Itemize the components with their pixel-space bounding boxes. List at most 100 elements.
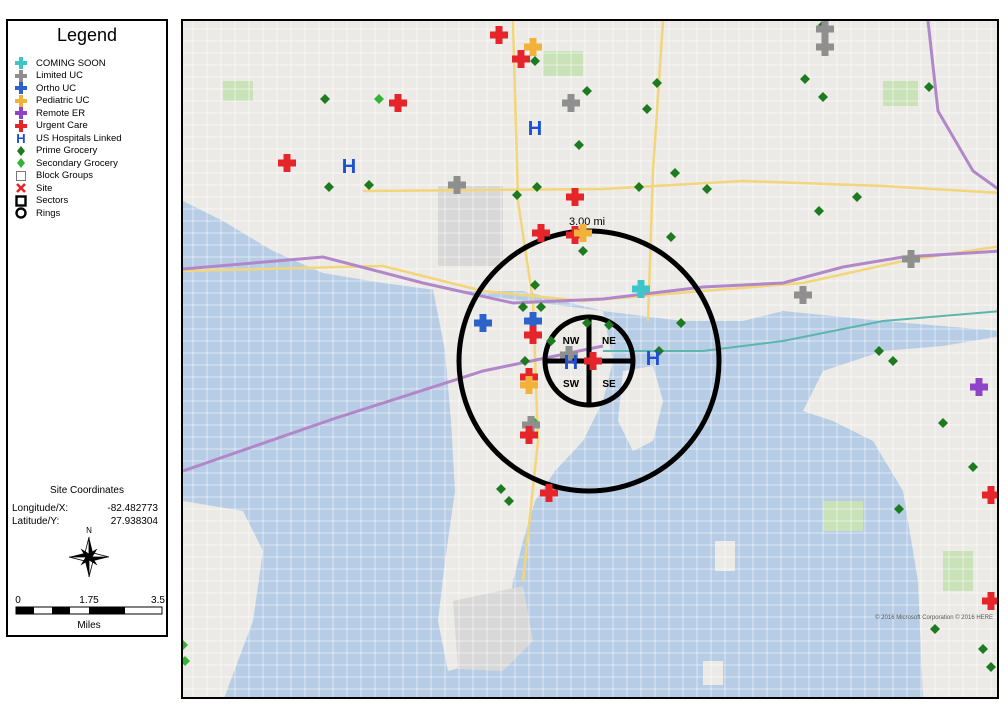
secondary-grocery-marker[interactable] (183, 656, 190, 666)
hospital-marker[interactable]: H (564, 352, 578, 374)
longitude-label: Longitude/X: (12, 503, 69, 514)
prime-grocery-marker[interactable] (532, 182, 542, 192)
prime-grocery-marker[interactable] (924, 82, 934, 92)
cross-icon (14, 94, 28, 107)
prime-grocery-marker[interactable] (894, 504, 904, 514)
map-markers: H H H H (183, 21, 999, 672)
limited-uc-marker[interactable] (562, 94, 580, 112)
prime-grocery-marker[interactable] (578, 246, 588, 256)
hospital-marker[interactable]: H (342, 156, 356, 178)
prime-grocery-marker[interactable] (530, 56, 540, 66)
prime-grocery-marker[interactable] (582, 86, 592, 96)
prime-grocery-marker[interactable] (324, 182, 334, 192)
prime-grocery-marker[interactable] (634, 182, 644, 192)
secondary-grocery-marker[interactable] (183, 640, 188, 650)
map-canvas[interactable]: 3.00 mi NW NE SW SE © 2016 Microsoft Cor… (183, 21, 999, 699)
urgent-care-marker[interactable] (982, 592, 999, 610)
prime-grocery-marker[interactable] (986, 662, 996, 672)
legend-item-label: Site (36, 182, 53, 194)
remote-er-marker[interactable] (970, 378, 988, 396)
coming-soon-marker[interactable] (632, 280, 650, 298)
prime-grocery-marker[interactable] (930, 624, 940, 634)
longitude-row: Longitude/X: -82.482773 (12, 503, 158, 516)
latitude-row: Latitude/Y: 27.938304 (12, 516, 158, 529)
prime-grocery-marker[interactable] (642, 104, 652, 114)
prime-grocery-marker[interactable] (968, 462, 978, 472)
prime-grocery-marker[interactable] (496, 484, 506, 494)
prime-grocery-marker[interactable] (504, 496, 514, 506)
legend-item-label: Sectors (36, 195, 69, 206)
sector-label-nw: NW (563, 336, 580, 347)
prime-grocery-marker[interactable] (818, 92, 828, 102)
legend-item-label: Ortho UC (36, 82, 77, 94)
limited-uc-marker[interactable] (794, 286, 812, 304)
scale-bar: 0 1.75 3.5 Miles (15, 595, 165, 631)
prime-grocery-marker[interactable] (800, 74, 810, 84)
prime-grocery-marker[interactable] (874, 346, 884, 356)
airport-area (438, 186, 503, 266)
pediatric-uc-marker[interactable] (524, 38, 542, 56)
limited-uc-marker[interactable] (816, 38, 834, 56)
legend-item-label: US Hospitals Linked (36, 132, 122, 144)
legend-item-sectors: Sectors (14, 194, 69, 207)
prime-grocery-marker[interactable] (702, 184, 712, 194)
urgent-care-marker[interactable] (540, 484, 558, 502)
compass-north-label: N (86, 526, 92, 535)
urgent-care-marker[interactable] (278, 154, 296, 172)
limited-uc-marker[interactable] (816, 21, 834, 38)
prime-grocery-marker[interactable] (978, 644, 988, 654)
prime-grocery-marker[interactable] (574, 140, 584, 150)
square-thick-icon (14, 194, 28, 207)
prime-grocery-marker[interactable] (888, 356, 898, 366)
urgent-care-marker[interactable] (566, 188, 584, 206)
prime-grocery-marker[interactable] (652, 78, 662, 88)
prime-grocery-marker[interactable] (582, 318, 592, 328)
prime-grocery-marker[interactable] (320, 94, 330, 104)
urgent-care-marker[interactable] (524, 326, 542, 344)
pediatric-uc-marker[interactable] (574, 224, 592, 242)
prime-grocery-marker[interactable] (536, 302, 546, 312)
map-copyright: © 2016 Microsoft Corporation © 2016 HERE (875, 614, 993, 621)
hospital-marker[interactable]: H (646, 348, 660, 370)
limited-uc-marker[interactable] (522, 416, 540, 434)
prime-grocery-marker[interactable] (520, 356, 530, 366)
latitude-label: Latitude/Y: (12, 516, 60, 527)
urgent-care-marker[interactable] (982, 486, 999, 504)
urgent-care-marker[interactable] (389, 94, 407, 112)
urgent-care-marker[interactable] (584, 352, 602, 370)
prime-grocery-marker[interactable] (666, 232, 676, 242)
ortho-uc-marker[interactable] (524, 312, 542, 330)
prime-grocery-marker[interactable] (604, 320, 614, 330)
prime-grocery-marker[interactable] (518, 302, 528, 312)
map-frame[interactable]: 3.00 mi NW NE SW SE © 2016 Microsoft Cor… (181, 19, 999, 699)
limited-uc-marker[interactable] (448, 176, 466, 194)
prime-grocery-marker[interactable] (852, 192, 862, 202)
prime-grocery-marker[interactable] (676, 318, 686, 328)
cross-icon (14, 69, 28, 82)
prime-grocery-marker[interactable] (530, 280, 540, 290)
prime-grocery-marker[interactable] (364, 180, 374, 190)
prime-grocery-marker[interactable] (814, 206, 824, 216)
limited-uc-marker[interactable] (560, 346, 578, 364)
prime-grocery-marker[interactable] (512, 190, 522, 200)
legend-item-label: Urgent Care (36, 120, 88, 131)
prime-grocery-marker[interactable] (546, 336, 556, 346)
legend-item-label: Remote ER (36, 107, 86, 119)
secondary-grocery-marker[interactable] (374, 94, 384, 104)
urgent-care-marker[interactable] (490, 26, 508, 44)
cross-icon (14, 57, 28, 69)
prime-grocery-marker[interactable] (938, 418, 948, 428)
ortho-uc-marker[interactable] (474, 314, 492, 332)
legend-item-ortho-uc: Ortho UC (14, 82, 76, 94)
hospital-marker[interactable]: H (528, 118, 542, 140)
urgent-care-marker[interactable] (512, 50, 530, 68)
limited-uc-marker[interactable] (902, 250, 920, 268)
expressway (603, 310, 997, 352)
legend-item-urgent-care: Urgent Care (14, 119, 88, 132)
pediatric-uc-marker[interactable] (520, 376, 538, 394)
prime-grocery-marker[interactable] (670, 168, 680, 178)
urgent-care-marker[interactable] (520, 426, 538, 444)
urgent-care-marker[interactable] (532, 224, 550, 242)
legend-item-us-hospitals-linked: H US Hospitals Linked (14, 131, 122, 145)
prime-grocery-marker[interactable] (654, 346, 664, 356)
